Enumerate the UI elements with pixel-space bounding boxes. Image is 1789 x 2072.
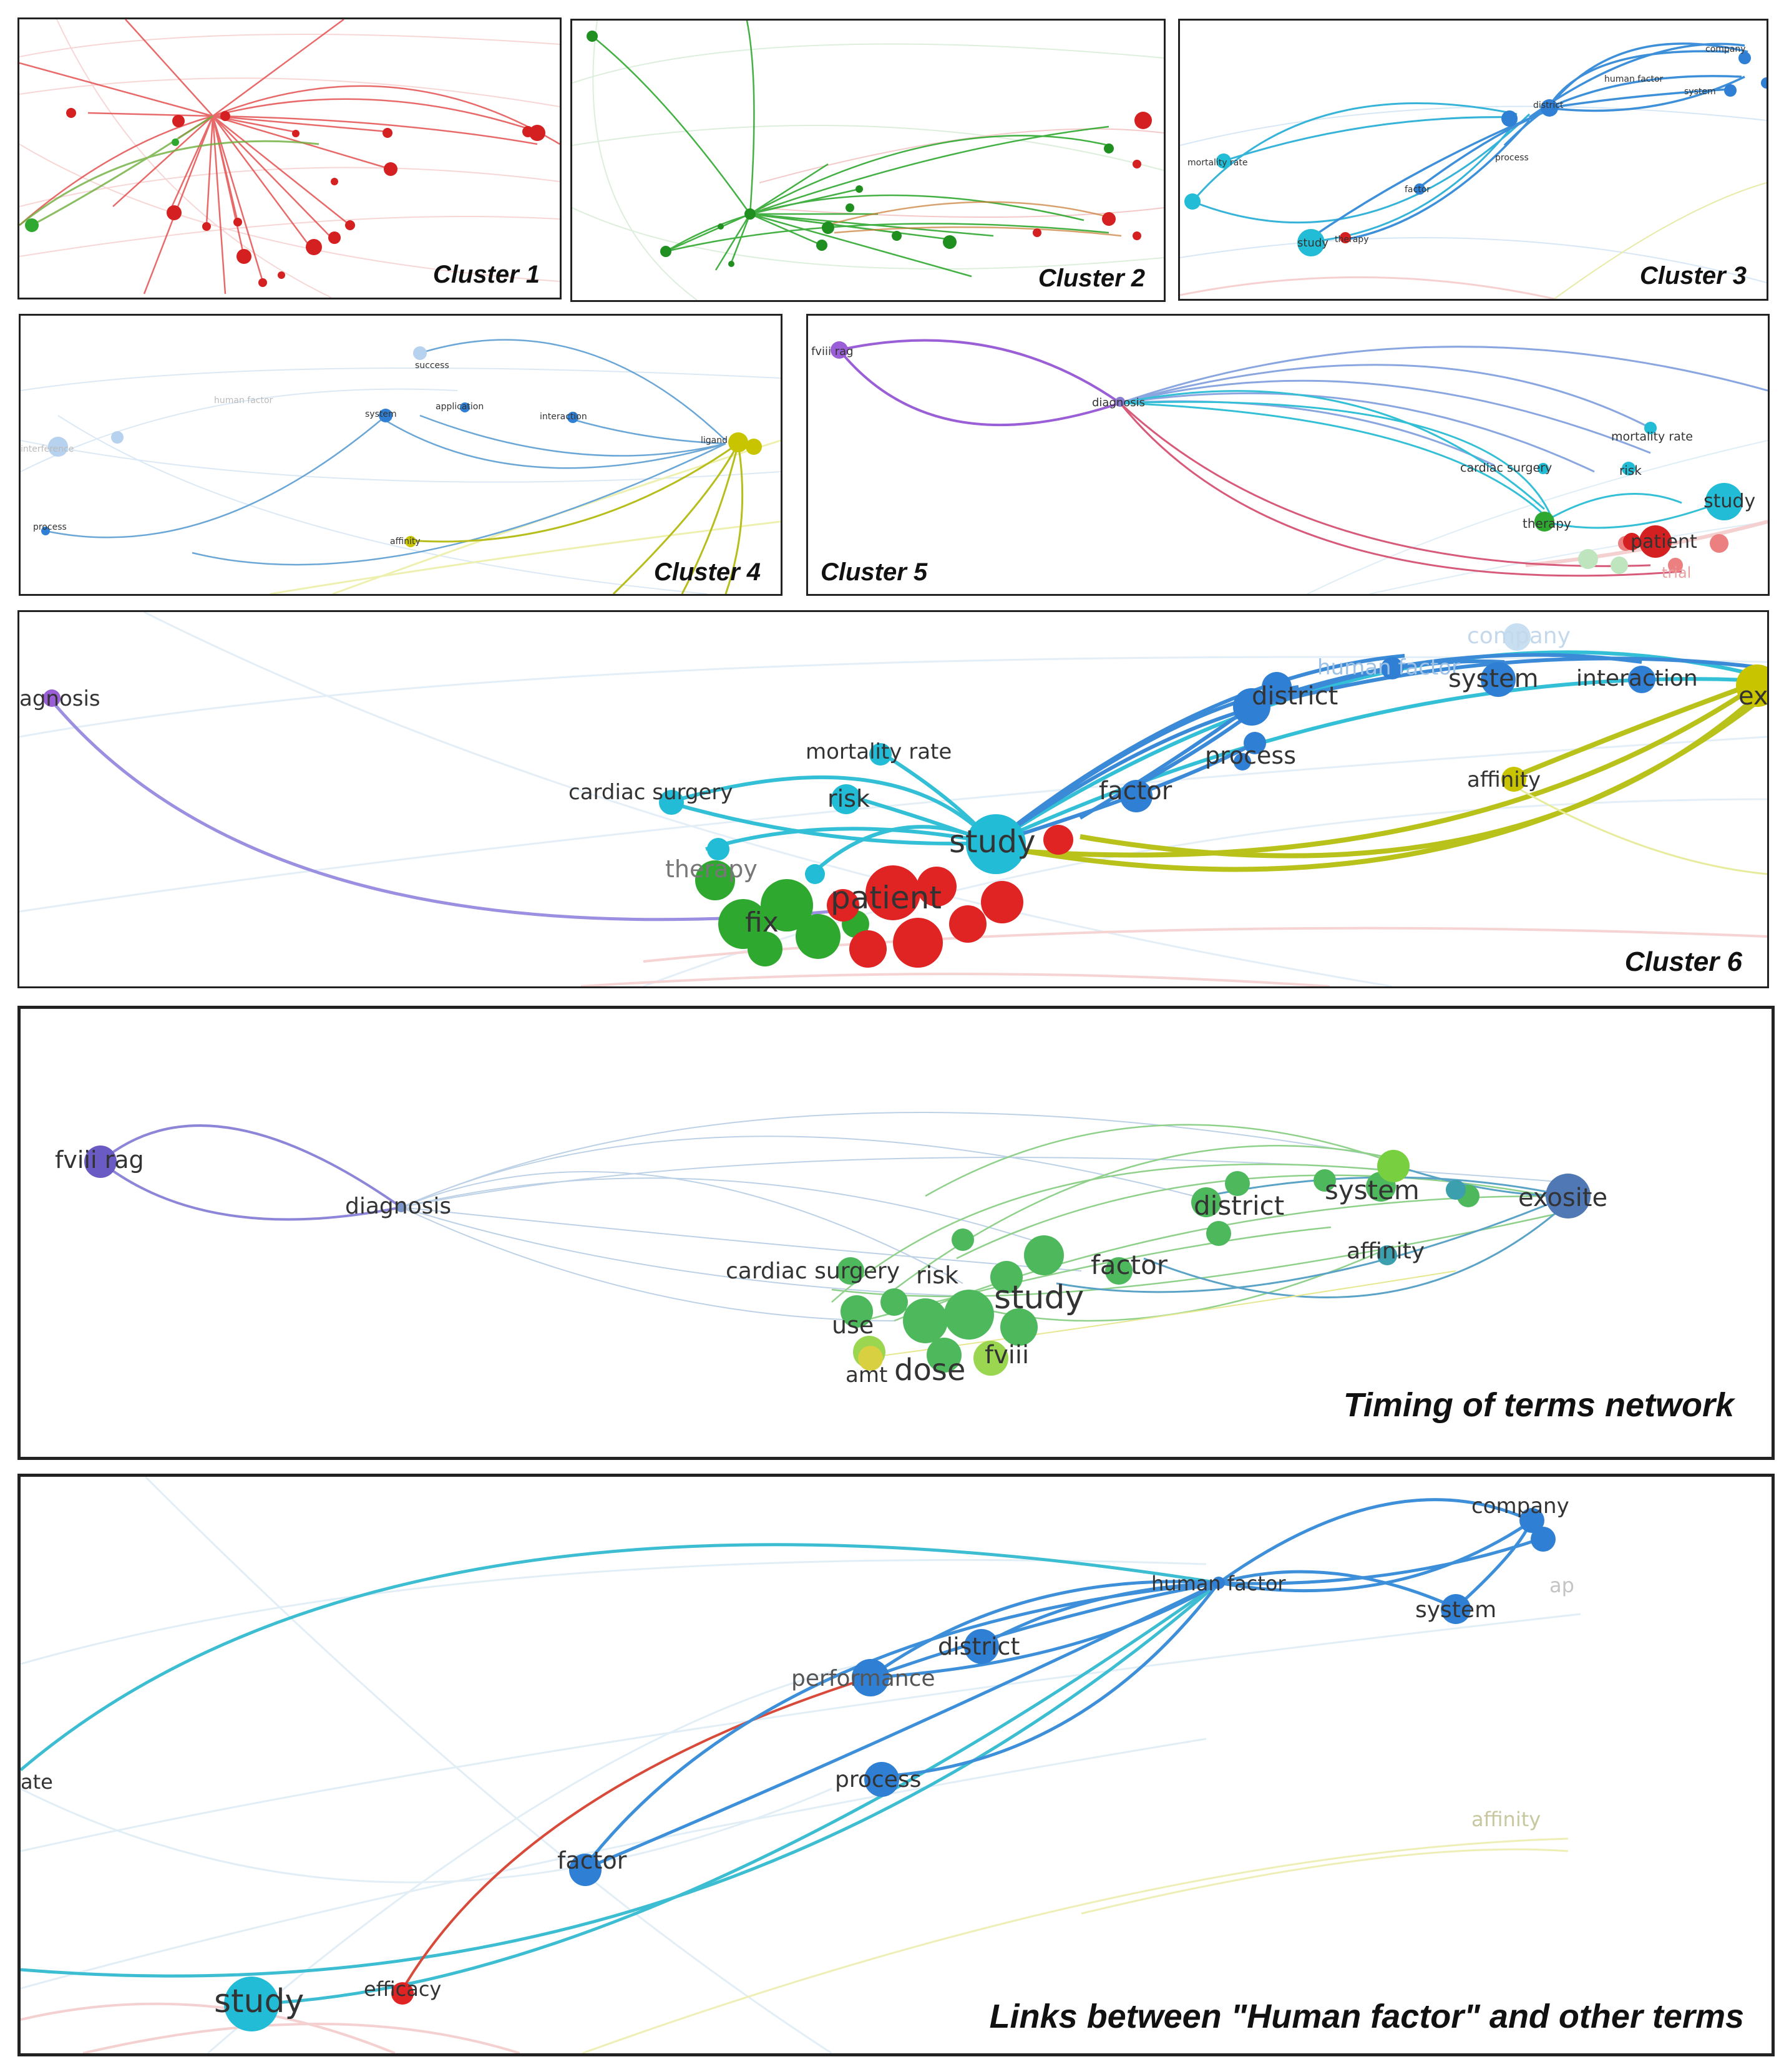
c3-label-factor: factor (1405, 185, 1430, 195)
c6-label-exosite: exo (1738, 682, 1767, 711)
c6-label-district: district (1252, 682, 1338, 711)
c3-label-process: process (1495, 153, 1529, 163)
c5-label-therapy: therapy (1523, 516, 1571, 531)
c4-label-system: system (365, 409, 397, 419)
hf-label-factor: factor (557, 1847, 627, 1874)
c6-label-interaction: interaction (1576, 666, 1698, 691)
timing-label-risk: risk (916, 1262, 958, 1289)
c3-label-company: company (1705, 44, 1746, 54)
c6-label-risk: risk (827, 785, 870, 812)
c6-label-cardiac-surgery: cardiac surgery (568, 780, 733, 805)
hf-label-affinity: affinity (1471, 1807, 1541, 1831)
c3-label-district: district (1533, 100, 1564, 110)
cluster-4-network: success human factor system application … (21, 339, 781, 594)
cluster-4-panel: success human factor system application … (19, 314, 782, 596)
c6-label-diagnosis: agnosis (19, 686, 100, 711)
timing-label-factor: factor (1091, 1250, 1168, 1280)
c3-label-system: system (1684, 87, 1716, 97)
hf-label-performance: performance (791, 1666, 935, 1691)
timing-label-district: district (1194, 1190, 1284, 1221)
c6-label-study: study (949, 824, 1036, 860)
c4-label-success: success (415, 361, 449, 371)
c6-label-factor: factor (1099, 777, 1172, 805)
timing-label-amt: amt (846, 1363, 887, 1388)
c6-label-process: process (1205, 742, 1296, 769)
hf-label-human-factor: human factor (1151, 1572, 1286, 1595)
c5-label-risk: risk (1619, 463, 1642, 478)
timing-label-dose: dose (894, 1353, 965, 1388)
cluster-5-caption: Cluster 5 (821, 558, 928, 586)
cluster-1-panel: Cluster 1 (17, 17, 562, 299)
cluster-3-network: company human factor system district mor… (1180, 42, 1767, 299)
human-factor-network: company human factor ap system district … (21, 1477, 1581, 2053)
c3-label-mortality-rate: mortality rate (1187, 158, 1247, 168)
cluster-3-panel: company human factor system district mor… (1178, 19, 1768, 301)
cluster-6-panel: agnosis company human factor district sy… (17, 610, 1769, 988)
cluster-5-network: fviii rag diagnosis mortality rate cardi… (811, 339, 1768, 594)
c5-label-fviii-rag: fviii rag (811, 345, 854, 358)
hf-label-study: study (214, 1983, 304, 2020)
c6-label-fix: fix (745, 907, 779, 938)
cluster-2-caption: Cluster 2 (1038, 265, 1145, 292)
hf-label-company: company (1471, 1494, 1569, 1519)
timing-label-fviii: fviii (985, 1341, 1029, 1369)
c4-label-interaction: interaction (540, 412, 587, 422)
cluster-3-caption: Cluster 3 (1639, 262, 1747, 289)
hf-label-process: process (835, 1767, 921, 1792)
timing-label-use: use (832, 1311, 874, 1339)
timing-label-exosite: exosite (1518, 1184, 1607, 1212)
cluster-6-caption: Cluster 6 (1624, 946, 1742, 977)
cluster-2-network (572, 21, 1164, 300)
c6-label-company: company (1467, 623, 1571, 649)
c3-label-study: study (1297, 236, 1328, 250)
timing-label-affinity: affinity (1347, 1238, 1425, 1264)
c5-label-trial: trial (1662, 564, 1691, 581)
c3-label-therapy: therapy (1335, 235, 1368, 245)
c4-label-interference: interference (21, 444, 74, 454)
c5-label-patient: patient (1631, 531, 1697, 553)
c4-label-ligand: ligand (701, 435, 728, 445)
c4-label-application: application (436, 402, 484, 412)
timing-label-study: study (994, 1279, 1084, 1316)
c5-label-diagnosis: diagnosis (1092, 396, 1145, 409)
c5-label-study: study (1704, 490, 1755, 512)
c5-label-cardiac-surgery: cardiac surgery (1460, 461, 1552, 475)
hf-label-ate: ate (21, 1770, 53, 1794)
timing-label-system: system (1325, 1175, 1420, 1205)
c4-label-human-factor: human factor (214, 396, 273, 406)
timing-caption: Timing of terms network (1343, 1386, 1734, 1424)
hf-label-efficacy: efficacy (364, 1977, 441, 2001)
c4-label-process: process (33, 522, 67, 532)
human-factor-panel: company human factor ap system district … (17, 1474, 1775, 2056)
cluster-6-network: agnosis company human factor district sy… (19, 612, 1767, 986)
c5-label-mortality-rate: mortality rate (1611, 430, 1693, 444)
cluster-1-network (19, 19, 560, 298)
hf-label-district: district (938, 1633, 1020, 1660)
c6-label-affinity: affinity (1467, 767, 1541, 792)
c6-label-mortality-rate: mortality rate (806, 739, 952, 764)
cluster-1-caption: Cluster 1 (432, 261, 540, 288)
hf-label-ap: ap (1549, 1573, 1574, 1597)
c6-label-human-factor: human factor (1317, 655, 1460, 680)
c6-label-patient: patient (831, 880, 942, 916)
timing-label-diagnosis: diagnosis (345, 1194, 451, 1219)
cluster-5-panel: fviii rag diagnosis mortality rate cardi… (806, 314, 1770, 596)
cluster-4-caption: Cluster 4 (653, 558, 761, 586)
timing-label-fviii-rag: fviii rag (55, 1146, 144, 1174)
c3-label-human-factor: human factor (1604, 74, 1664, 84)
cluster-2-panel: Cluster 2 (570, 19, 1166, 302)
timing-network: fviii rag diagnosis district system exos… (55, 1112, 1607, 1388)
hf-label-system: system (1415, 1597, 1496, 1623)
timing-label-cardiac-surgery: cardiac surgery (726, 1258, 900, 1284)
c6-label-therapy: therapy (665, 855, 758, 883)
timing-network-panel: fviii rag diagnosis district system exos… (17, 1006, 1775, 1460)
c4-label-affinity: affinity (390, 537, 421, 547)
c6-label-system: system (1448, 664, 1539, 693)
human-factor-caption: Links between "Human factor" and other t… (989, 1998, 1744, 2035)
